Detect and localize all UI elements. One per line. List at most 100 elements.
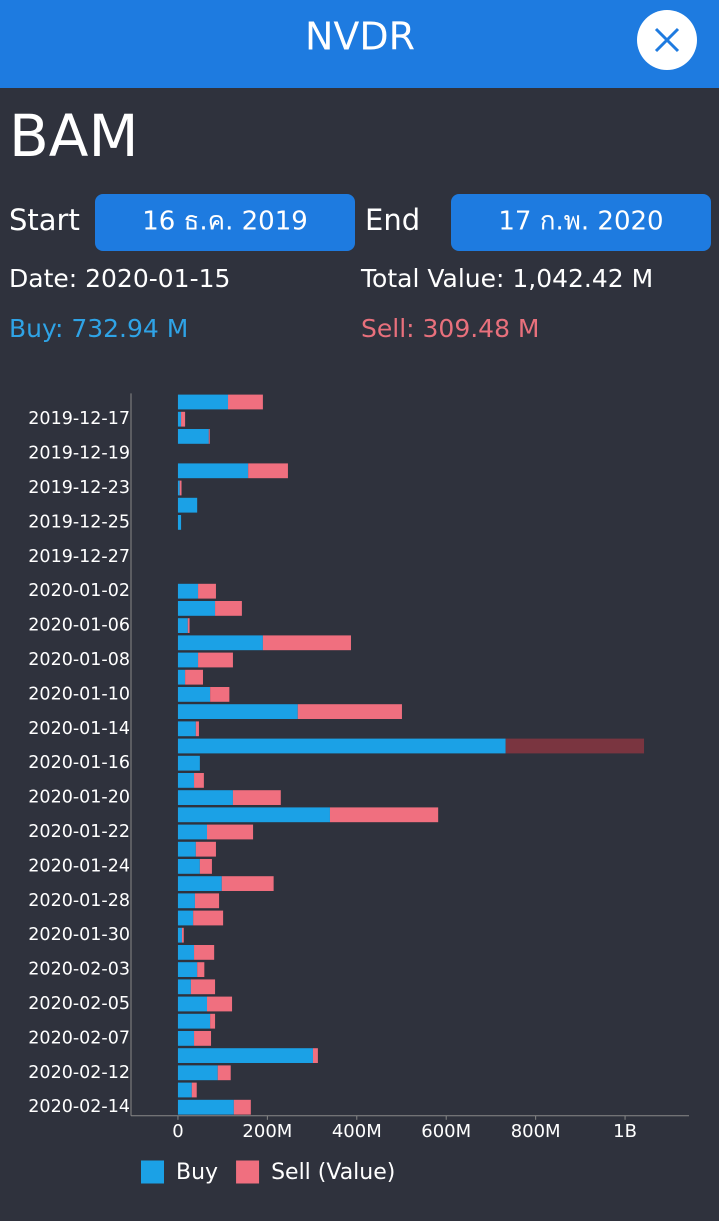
bar-segment (177, 463, 249, 479)
close-icon[interactable] (654, 27, 680, 53)
bar-segment (221, 876, 274, 891)
bar-segment (177, 841, 196, 857)
y-tick-label: 2020-02-05 (28, 994, 130, 1014)
start-button[interactable]: 16 ธ.ค. 2019 (95, 194, 355, 251)
bar-segment (181, 927, 184, 943)
symbol: BAM (9, 102, 139, 170)
bar-segment (248, 463, 288, 479)
start-label: Start (9, 203, 80, 237)
bar-segment (181, 411, 186, 427)
bar-segment (191, 1082, 197, 1098)
bar-segment (177, 996, 208, 1012)
y-tick-label: 2019-12-25 (28, 512, 130, 532)
bar-segment (195, 841, 216, 857)
bar-segment (177, 979, 191, 995)
bar-segment (177, 480, 180, 496)
legend-label: Sell (Value) (271, 1160, 395, 1185)
y-tick-label: 2020-01-16 (28, 753, 130, 773)
bar-segment (177, 669, 186, 685)
start-button-bg[interactable] (95, 194, 355, 251)
bar-segment (177, 1065, 218, 1081)
bar-segment (177, 497, 198, 513)
header-bar (0, 0, 719, 88)
bar-segment (193, 910, 224, 926)
bar-segment (177, 635, 263, 651)
bar-segment (197, 962, 205, 977)
bar-segment (177, 618, 188, 633)
bar-segment (195, 721, 199, 737)
bar-segment (177, 394, 229, 410)
bar-segment (233, 1099, 251, 1115)
bar-segment (177, 652, 199, 668)
bar-segment (177, 824, 208, 840)
bar-segment (177, 910, 194, 926)
bar-segment (198, 583, 216, 599)
bar-segment (194, 1031, 212, 1046)
bar-segment (177, 876, 222, 891)
bar-segment (177, 1048, 313, 1063)
bar-segment (199, 859, 212, 874)
start-value[interactable]: 16 ธ.ค. 2019 (142, 207, 308, 237)
bar-segment (177, 687, 211, 702)
bar-segment (177, 893, 195, 909)
y-tick-label: 2019-12-17 (28, 409, 130, 429)
y-tick-label: 2020-01-22 (28, 822, 130, 842)
x-tick-label: 600M (421, 1121, 471, 1142)
bar-segment (207, 996, 233, 1012)
bar-segment (312, 1048, 318, 1063)
bar-segment (177, 859, 200, 874)
bar-segment (177, 583, 199, 599)
bar-segment (297, 704, 402, 719)
y-tick-label: 2020-01-10 (28, 684, 130, 704)
total-info: Total Value: 1,042.42 M (360, 264, 653, 293)
bar-segment (187, 618, 190, 633)
bar-segment (177, 962, 198, 977)
y-tick-label: 2020-01-24 (28, 856, 130, 876)
bar-segment (177, 773, 195, 788)
y-tick-label: 2020-01-28 (28, 891, 130, 911)
bar-segment (190, 979, 216, 995)
x-tick-label: 800M (511, 1121, 561, 1142)
bar-segment (210, 687, 230, 702)
x-tick-label: 1B (613, 1121, 637, 1142)
bar-segment (228, 394, 263, 410)
legend-swatch (236, 1160, 260, 1184)
bar-segment (177, 1031, 195, 1046)
bar-segment (207, 824, 254, 840)
x-tick-label: 0 (172, 1121, 183, 1142)
bar-segment (185, 669, 203, 685)
bar-segment (329, 807, 439, 823)
bar-segment (177, 515, 182, 530)
bar-segment (177, 1013, 211, 1029)
y-tick-label: 2020-02-12 (28, 1063, 130, 1083)
y-tick-label: 2020-01-30 (28, 925, 130, 945)
bar-segment (194, 945, 215, 960)
bar-segment (505, 738, 645, 754)
bar-segment (217, 1065, 231, 1081)
legend-swatch (141, 1160, 164, 1184)
y-tick-label: 2019-12-27 (28, 547, 130, 567)
bar-segment (177, 1099, 234, 1115)
close-button[interactable] (637, 10, 697, 70)
x-tick-label: 400M (332, 1121, 382, 1142)
bar-segment (177, 411, 182, 427)
end-label: End (365, 203, 420, 237)
bar-segment (177, 755, 200, 771)
header-title: NVDR (305, 15, 415, 59)
y-tick-label: 2020-01-08 (28, 650, 130, 670)
end-value[interactable]: 17 ก.พ. 2020 (498, 207, 663, 237)
bar-segment (177, 738, 506, 754)
end-button-bg[interactable] (451, 194, 711, 251)
bar-segment (210, 1013, 216, 1029)
bar-segment (177, 704, 298, 719)
sell-info: Sell: 309.48 M (361, 314, 540, 343)
bar-segment (177, 429, 209, 444)
bar-segment (194, 893, 220, 909)
bar-segment (177, 790, 233, 805)
bar-segment (198, 652, 233, 668)
bar-segment (208, 429, 210, 444)
y-tick-label: 2020-02-03 (28, 960, 130, 980)
end-button[interactable]: 17 ก.พ. 2020 (451, 194, 711, 251)
bar-segment (194, 773, 204, 788)
